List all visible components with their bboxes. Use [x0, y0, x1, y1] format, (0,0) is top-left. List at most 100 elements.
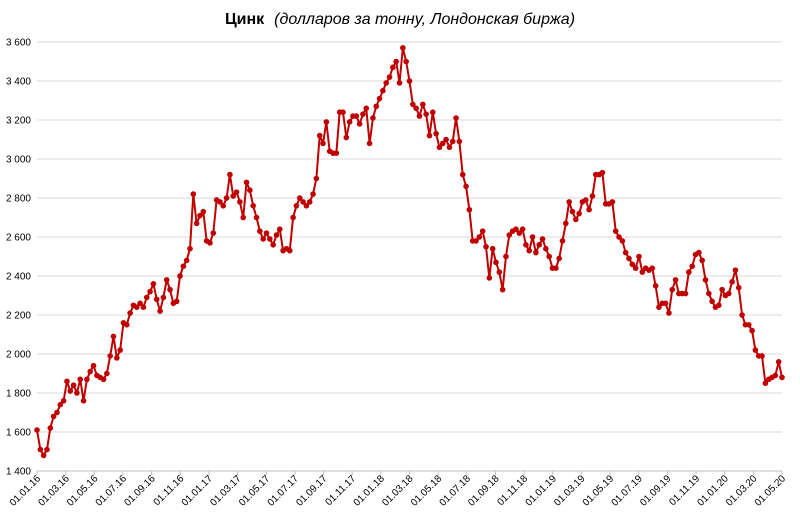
data-point — [114, 355, 120, 361]
data-point — [90, 362, 97, 369]
data-point — [160, 294, 167, 301]
data-point — [67, 388, 74, 394]
data-point — [489, 245, 496, 252]
data-point — [553, 265, 559, 272]
data-point — [110, 333, 117, 340]
data-point — [210, 230, 217, 236]
data-point — [253, 214, 260, 221]
data-point — [649, 265, 656, 272]
data-point — [57, 401, 64, 408]
x-tick-label: 01.05.20 — [753, 473, 789, 509]
data-point — [44, 446, 50, 453]
data-point — [656, 304, 662, 311]
data-point — [383, 80, 390, 86]
data-point — [240, 214, 247, 221]
data-point — [180, 263, 187, 270]
data-point — [725, 290, 732, 297]
data-point — [143, 294, 150, 301]
x-axis: 01.01.1601.03.1601.05.1601.07.1601.09.16… — [8, 471, 789, 509]
data-point — [572, 216, 579, 223]
data-point — [619, 238, 626, 244]
data-point — [486, 275, 493, 281]
data-point — [632, 265, 639, 272]
data-point — [483, 243, 489, 250]
data-point — [353, 113, 360, 119]
data-point — [77, 376, 84, 383]
data-point — [150, 281, 157, 287]
data-point — [616, 234, 622, 240]
data-point — [696, 249, 702, 256]
data-point — [629, 261, 636, 268]
data-point — [233, 189, 240, 195]
gridlines — [37, 41, 782, 472]
data-point — [716, 302, 722, 309]
data-point — [54, 409, 60, 416]
data-point — [426, 132, 433, 139]
y-tick-label: 1 600 — [6, 428, 31, 439]
data-point — [87, 368, 94, 375]
data-point — [463, 183, 469, 190]
data-point — [516, 230, 523, 236]
data-point — [559, 238, 566, 244]
data-point — [133, 304, 140, 311]
data-point — [476, 234, 483, 240]
data-point — [429, 109, 436, 115]
data-point — [479, 228, 486, 234]
data-point — [247, 187, 253, 193]
data-point — [37, 446, 44, 453]
data-point — [393, 58, 399, 65]
data-point — [400, 45, 406, 51]
x-tick-label: 01.09.17 — [294, 473, 330, 509]
series-line — [36, 46, 783, 457]
data-point — [107, 353, 113, 359]
data-point — [662, 300, 669, 307]
data-point — [546, 253, 552, 260]
data-point — [380, 87, 386, 94]
data-point — [652, 282, 659, 289]
data-point — [569, 208, 576, 215]
data-point — [267, 236, 273, 242]
data-point — [157, 308, 163, 314]
data-point — [599, 169, 606, 176]
chart-subtitle: (долларов за тонну, Лондонская биржа) — [274, 11, 575, 28]
data-point — [207, 240, 213, 246]
data-point — [50, 413, 57, 420]
data-point — [286, 247, 293, 254]
data-point — [439, 140, 446, 147]
data-point — [499, 286, 506, 293]
data-point — [496, 269, 503, 275]
data-point — [739, 312, 745, 318]
data-point — [320, 140, 326, 147]
data-point — [503, 253, 509, 260]
y-tick-label: 3 000 — [6, 155, 31, 166]
data-point — [183, 257, 190, 264]
data-point — [626, 255, 632, 262]
data-point — [190, 191, 197, 197]
data-point — [200, 208, 207, 215]
data-point — [187, 245, 193, 252]
data-point — [123, 321, 130, 328]
y-tick-label: 3 600 — [6, 38, 31, 49]
chart-title: Цинк (долларов за тонну, Лондонская бирж… — [225, 11, 575, 28]
y-tick-label: 3 200 — [6, 116, 31, 127]
data-point — [523, 242, 529, 248]
data-point — [702, 277, 709, 283]
data-point — [323, 119, 330, 125]
data-point — [566, 199, 572, 205]
data-point — [84, 376, 90, 383]
data-point — [669, 286, 676, 293]
data-point — [386, 74, 393, 80]
data-point — [443, 136, 449, 143]
data-point — [762, 380, 769, 387]
data-point — [300, 199, 306, 205]
data-point — [513, 226, 519, 232]
data-point — [459, 171, 466, 178]
data-point — [193, 220, 200, 227]
data-point — [672, 277, 679, 283]
data-point — [227, 171, 233, 178]
x-tick-label: 01.09.18 — [466, 473, 502, 509]
data-point — [303, 203, 310, 209]
data-point — [346, 119, 353, 125]
data-point — [34, 427, 40, 433]
